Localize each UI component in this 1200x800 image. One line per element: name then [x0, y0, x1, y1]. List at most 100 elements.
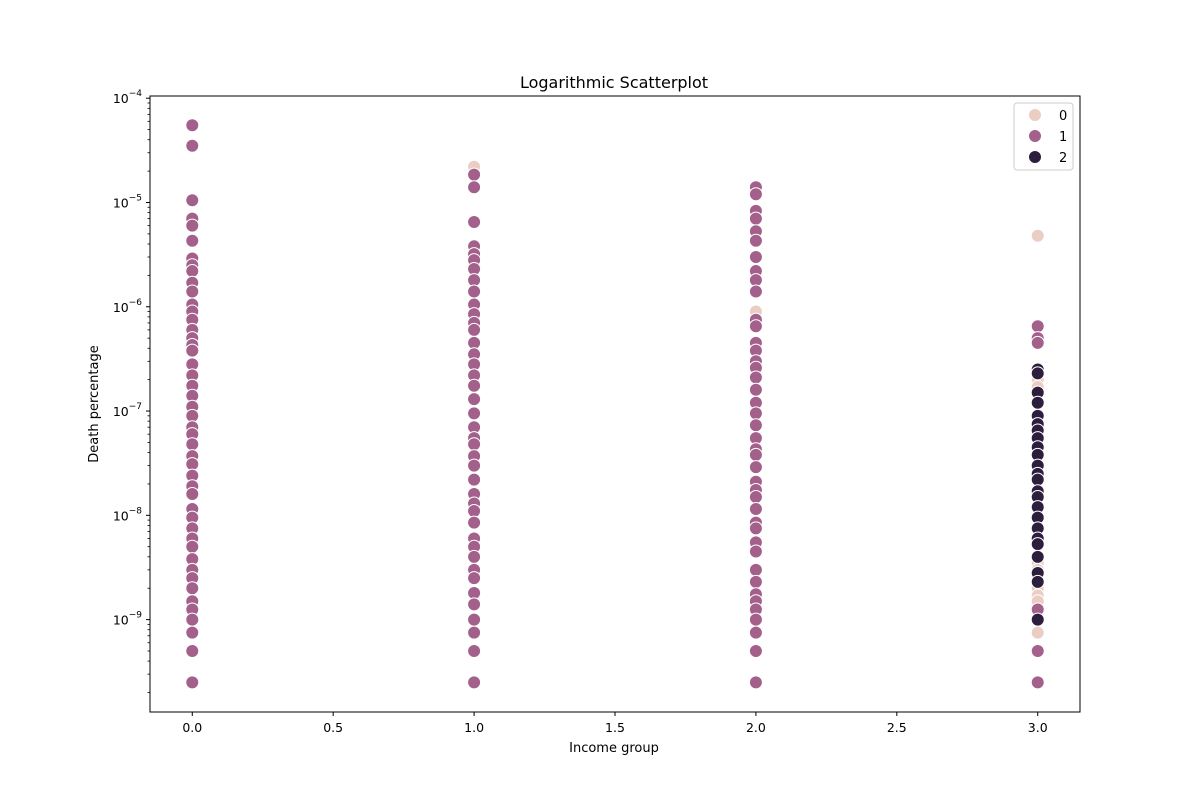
data-point: [185, 625, 200, 640]
plot-area: [150, 96, 1080, 712]
data-point: [185, 539, 200, 554]
y-tick-label: 10−4: [113, 89, 142, 106]
x-axis-label: Income group: [569, 741, 659, 756]
data-point: [467, 322, 482, 337]
data-point: [1030, 395, 1045, 410]
data-point: [1030, 625, 1045, 640]
data-point: [467, 180, 482, 195]
legend-marker: [1028, 108, 1042, 122]
data-point: [748, 284, 763, 299]
data-point: [185, 264, 200, 279]
legend-label: 1: [1059, 130, 1067, 145]
data-point: [185, 233, 200, 248]
data-point: [748, 370, 763, 385]
data-point: [1030, 366, 1045, 381]
data-point: [185, 343, 200, 358]
data-point: [748, 489, 763, 504]
y-axis-ticks: 10−9 10−8 10−7 10−6 10−5 10−4: [113, 89, 150, 693]
data-point: [467, 504, 482, 519]
data-point: [185, 581, 200, 596]
data-point: [1030, 675, 1045, 690]
data-point: [1030, 549, 1045, 564]
data-point: [748, 562, 763, 577]
data-point: [185, 487, 200, 502]
data-point: [748, 233, 763, 248]
y-tick-label: 10−8: [113, 506, 142, 523]
data-point: [467, 472, 482, 487]
data-point: [467, 406, 482, 421]
data-point: [1030, 537, 1045, 552]
data-point: [185, 118, 200, 133]
data-point: [1030, 472, 1045, 487]
data-point: [467, 549, 482, 564]
data-point: [467, 167, 482, 182]
data-point: [748, 447, 763, 462]
data-point: [748, 406, 763, 421]
x-axis-ticks: 0.0 0.5 1.0 1.5 2.0 2.5 3.0: [182, 712, 1048, 735]
y-tick-label: 10−6: [113, 298, 142, 315]
data-point: [748, 187, 763, 202]
legend: 0 1 2: [1013, 102, 1074, 171]
data-point: [185, 437, 200, 452]
data-point: [467, 437, 482, 452]
data-point: [748, 382, 763, 397]
data-point: [748, 643, 763, 658]
data-point: [748, 501, 763, 516]
data-point: [467, 515, 482, 530]
data-point: [1030, 319, 1045, 334]
data-point: [185, 612, 200, 627]
data-point: [467, 392, 482, 407]
data-point: [748, 675, 763, 690]
chart-title: Logarithmic Scatterplot: [520, 73, 708, 92]
x-tick-label: 2.5: [887, 720, 907, 735]
y-tick-label: 10−9: [113, 611, 142, 628]
data-point: [185, 457, 200, 472]
data-point: [185, 675, 200, 690]
data-point: [467, 612, 482, 627]
data-point: [467, 215, 482, 229]
legend-label: 0: [1059, 109, 1067, 124]
y-axis-label: Death percentage: [87, 345, 102, 462]
x-tick-label: 1.0: [464, 720, 484, 735]
x-tick-label: 0.0: [182, 720, 202, 735]
x-tick-label: 1.5: [605, 720, 625, 735]
x-tick-label: 2.0: [746, 720, 766, 735]
data-point: [467, 675, 482, 690]
data-point: [467, 571, 482, 586]
x-tick-label: 3.0: [1028, 720, 1048, 735]
data-point: [467, 284, 482, 299]
data-point: [1030, 643, 1045, 658]
points-layer: [185, 118, 1045, 690]
data-point: [185, 218, 200, 233]
legend-box: [1013, 102, 1074, 171]
data-point: [185, 193, 200, 208]
data-point: [467, 378, 482, 393]
data-point: [467, 625, 482, 640]
data-point: [748, 250, 763, 265]
legend-label: 2: [1059, 151, 1067, 166]
data-point: [748, 544, 763, 559]
data-point: [1030, 228, 1045, 243]
plot-frame: [149, 95, 1081, 713]
data-point: [748, 612, 763, 627]
data-point: [1030, 574, 1045, 589]
data-point: [467, 597, 482, 612]
y-tick-label: 10−7: [113, 402, 142, 419]
data-point: [185, 643, 200, 658]
data-point: [185, 138, 200, 153]
data-point: [748, 211, 763, 226]
data-point: [748, 460, 763, 475]
data-point: [185, 284, 200, 299]
data-point: [467, 643, 482, 658]
data-point: [748, 418, 763, 433]
data-point: [748, 319, 763, 334]
data-point: [1030, 335, 1045, 350]
y-tick-label: 10−5: [113, 193, 142, 210]
data-point: [748, 625, 763, 640]
data-point: [748, 574, 763, 589]
data-point: [1030, 612, 1045, 627]
legend-marker: [1028, 129, 1042, 143]
data-point: [748, 521, 763, 536]
legend-marker: [1028, 150, 1042, 164]
